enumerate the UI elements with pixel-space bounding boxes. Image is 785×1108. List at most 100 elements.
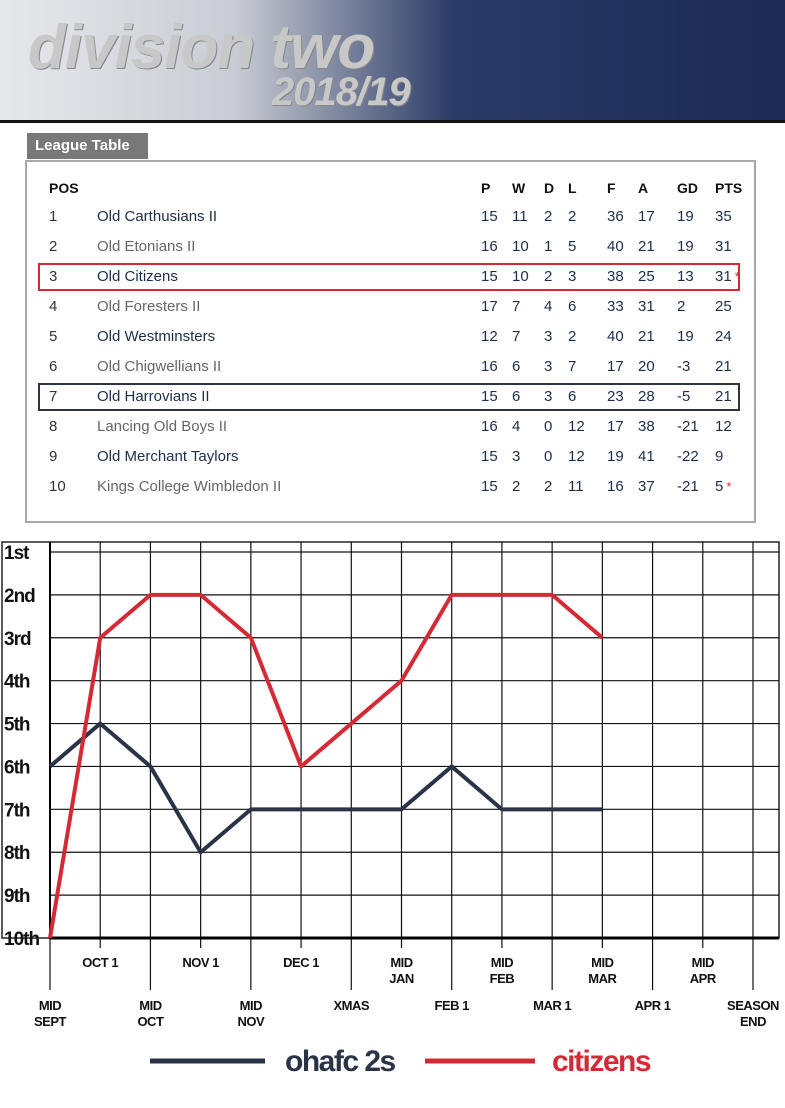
table-cell: 5 <box>568 238 577 255</box>
row-highlight <box>38 263 740 291</box>
column-header: F <box>607 180 616 196</box>
table-cell: 21 <box>638 328 655 345</box>
table-cell: -21 <box>677 478 699 495</box>
table-cell: 17 <box>481 298 498 315</box>
x-tick-label: MID OCT <box>137 998 164 1029</box>
table-cell: 1 <box>544 238 553 255</box>
table-cell: 16 <box>481 418 498 435</box>
header-season: 2018/19 <box>272 70 411 114</box>
table-cell: 12 <box>481 328 498 345</box>
table-cell: 3 <box>544 388 553 405</box>
column-header: P <box>481 180 491 196</box>
table-cell: 1 <box>49 208 58 225</box>
table-cell: 41 <box>638 448 655 465</box>
series-line <box>48 592 604 939</box>
table-cell: 28 <box>638 388 655 405</box>
table-cell: 38 <box>638 418 655 435</box>
table-cell: 37 <box>638 478 655 495</box>
table-cell: 25 <box>715 298 732 315</box>
table-cell: 12 <box>568 448 585 465</box>
table-cell: 2 <box>677 298 686 315</box>
x-tick-label: MID SEPT <box>34 998 66 1029</box>
table-cell: 10 <box>49 478 66 495</box>
table-cell: 6 <box>49 358 58 375</box>
table-cell: 5 * <box>715 478 732 495</box>
y-tick-label: 2nd <box>4 586 35 607</box>
table-cell: 31 <box>638 298 655 315</box>
x-tick-label: FEB 1 <box>434 998 470 1013</box>
table-cell: 17 <box>638 208 655 225</box>
table-cell: 0 <box>544 448 553 465</box>
note-mark: * <box>726 479 732 494</box>
table-cell: 25 <box>638 268 655 285</box>
table-cell: 19 <box>607 448 624 465</box>
table-cell: 21 <box>715 358 732 375</box>
legend-label: citizens <box>552 1045 651 1078</box>
x-tick-label: MID APR <box>689 955 716 986</box>
table-cell: 6 <box>568 298 577 315</box>
x-tick-label: MID NOV <box>237 998 265 1029</box>
header-title: division two <box>28 13 375 82</box>
table-cell: 31 * <box>715 268 740 285</box>
team-name: Lancing Old Boys II <box>97 418 228 435</box>
team-name: Old Foresters II <box>97 298 201 315</box>
x-tick-label: OCT 1 <box>82 955 119 970</box>
table-cell: 12 <box>715 418 732 435</box>
y-tick-label: 4th <box>4 672 30 693</box>
column-header: GD <box>677 180 698 196</box>
table-cell: 16 <box>481 238 498 255</box>
y-tick-label: 10th <box>4 929 39 950</box>
table-cell: -22 <box>677 448 699 465</box>
team-name: Old Chigwellians II <box>97 358 222 375</box>
table-cell: 15 <box>481 208 498 225</box>
note-mark: * <box>734 269 740 284</box>
team-name: Kings College Wimbledon II <box>97 478 282 495</box>
y-tick-label: 3rd <box>4 629 31 650</box>
table-cell: 7 <box>512 298 521 315</box>
table-cell: 4 <box>512 418 521 435</box>
x-tick-label: MID JAN <box>389 955 414 986</box>
table-cell: 12 <box>568 418 585 435</box>
table-cell: 13 <box>677 268 694 285</box>
legend-label: ohafc 2s <box>285 1045 396 1078</box>
table-cell: 8 <box>49 418 58 435</box>
table-cell: 2 <box>568 208 577 225</box>
column-header: L <box>568 180 577 196</box>
team-name: Old Etonians II <box>97 238 196 255</box>
x-tick-label: MAR 1 <box>533 998 572 1013</box>
y-tick-label: 1st <box>4 543 30 564</box>
table-cell: 15 <box>481 388 498 405</box>
x-tick-label: SEASON END <box>727 998 779 1029</box>
table-cell: 2 <box>568 328 577 345</box>
x-tick-label: APR 1 <box>634 998 671 1013</box>
table-cell: 15 <box>481 478 498 495</box>
table-cell: 6 <box>512 358 521 375</box>
table-cell: 19 <box>677 328 694 345</box>
table-cell: 2 <box>544 208 553 225</box>
table-cell: 33 <box>607 298 624 315</box>
table-cell: 17 <box>607 418 624 435</box>
table-cell: 40 <box>607 328 624 345</box>
table-cell: 31 <box>715 238 732 255</box>
team-name: Old Westminsters <box>97 328 216 345</box>
y-tick-label: 8th <box>4 843 30 864</box>
table-cell: 2 <box>49 238 58 255</box>
table-cell: 15 <box>481 268 498 285</box>
series-line <box>48 721 603 855</box>
y-tick-label: 5th <box>4 715 30 736</box>
table-cell: 15 <box>481 448 498 465</box>
table-cell: 4 <box>544 298 553 315</box>
y-tick-label: 9th <box>4 886 30 907</box>
table-cell: 3 <box>49 268 58 285</box>
divider <box>0 120 785 123</box>
table-cell: 2 <box>544 478 553 495</box>
table-cell: 11 <box>568 478 584 495</box>
table-cell: 3 <box>544 328 553 345</box>
table-cell: 6 <box>568 388 577 405</box>
column-header: PTS <box>715 180 743 196</box>
table-cell: 16 <box>607 478 624 495</box>
table-cell: 5 <box>49 328 58 345</box>
table-cell: 21 <box>638 238 655 255</box>
column-header: A <box>638 180 649 196</box>
